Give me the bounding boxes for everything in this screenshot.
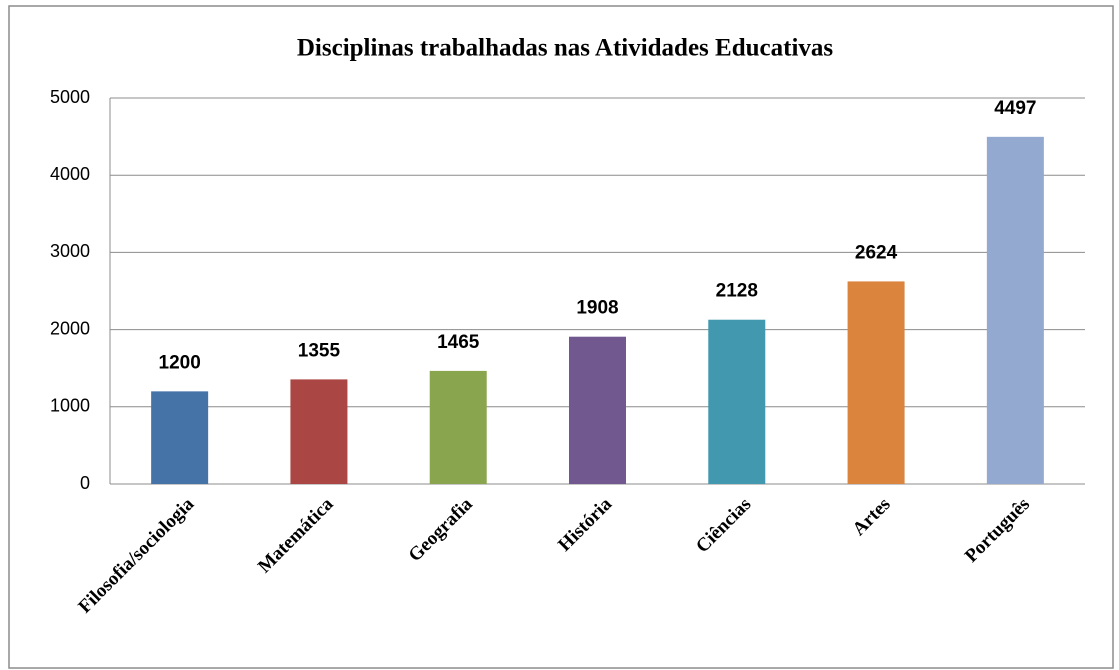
y-tick-label: 4000 — [50, 164, 90, 184]
data-label: 2624 — [855, 242, 898, 263]
data-label: 1465 — [437, 332, 480, 353]
chart-title: Disciplinas trabalhadas nas Atividades E… — [297, 35, 834, 62]
bar — [290, 379, 348, 484]
y-tick-label: 1000 — [50, 396, 90, 416]
data-label: 1355 — [298, 340, 341, 361]
data-label: 1200 — [159, 352, 201, 373]
chart-frame — [8, 5, 1114, 669]
data-label: 2128 — [716, 281, 758, 302]
bar — [708, 319, 766, 484]
y-tick-label: 2000 — [50, 318, 90, 338]
bar — [429, 370, 487, 484]
data-label: 1908 — [576, 298, 618, 319]
bar — [569, 336, 626, 484]
bar — [151, 391, 209, 484]
bar — [847, 281, 905, 484]
y-tick-label: 0 — [80, 473, 90, 493]
bar — [986, 136, 1044, 484]
y-tick-label: 5000 — [50, 87, 90, 107]
data-label: 4497 — [994, 98, 1036, 119]
y-tick-label: 3000 — [50, 241, 90, 261]
